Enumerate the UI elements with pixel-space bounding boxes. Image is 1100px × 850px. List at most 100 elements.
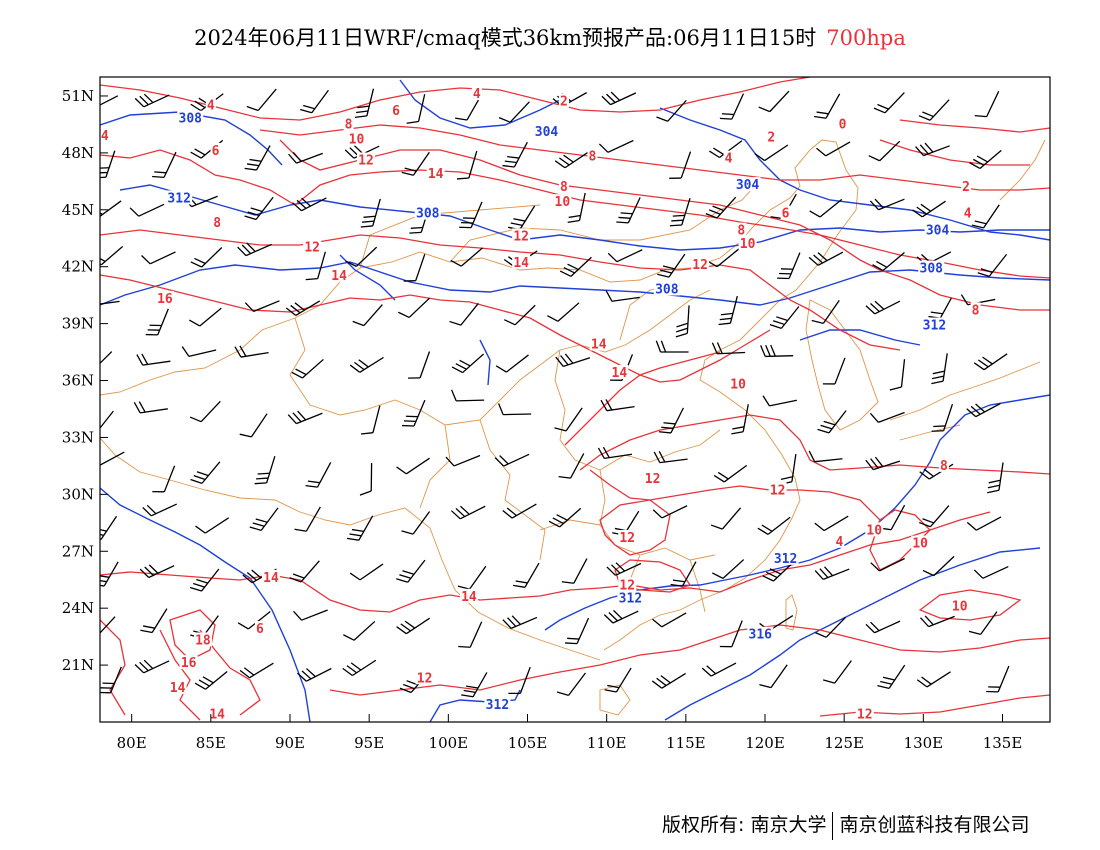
isotherm-label-bg	[834, 533, 845, 548]
isotherm-label-bg	[610, 364, 629, 379]
latitude-axis: 51N 48N 45N 42N 39N 36N 33N 30N 27N 24N 21N	[62, 87, 94, 674]
isotherm-label: 10	[349, 133, 365, 148]
isotherm-label-bg	[768, 482, 787, 497]
wind-barb-icon	[190, 461, 221, 485]
wind-barb-icon	[604, 667, 632, 693]
wind-barb-icon	[719, 620, 743, 648]
wind-barb-icon	[445, 454, 481, 467]
isotherm-label: 16	[157, 292, 173, 307]
wind-barb-icon	[449, 302, 479, 326]
wind-barb-icon	[237, 610, 271, 630]
isotherm-label-bg	[347, 131, 366, 146]
wind-barbs	[100, 88, 1010, 698]
wind-barb-icon	[249, 507, 279, 531]
credit-divider	[832, 811, 834, 840]
wind-barb-icon	[977, 254, 1008, 277]
map-title: 2024年06月11日WRF/cmaq模式36km预报产品:06月11日15时 7…	[0, 22, 1100, 52]
wind-barb-icon	[508, 666, 531, 695]
wind-barb-icon	[548, 507, 582, 528]
wind-barb-icon	[134, 659, 170, 674]
wind-barb-icon	[653, 451, 688, 464]
wind-barb-icon	[811, 299, 840, 325]
height-label-bg	[921, 317, 948, 332]
isotherm-label-bg	[643, 471, 662, 486]
wind-barb-icon	[294, 506, 321, 532]
wind-barb-icon	[145, 308, 169, 336]
wind-barb-icon	[966, 516, 1002, 531]
lon-label: 115E	[666, 734, 706, 752]
wind-barb-icon	[450, 247, 483, 267]
wind-barb-icon	[100, 451, 125, 466]
lat-label: 33N	[62, 428, 94, 446]
wind-barb-icon	[349, 563, 384, 581]
wind-barb-icon	[237, 242, 272, 257]
wind-barb-icon	[814, 616, 847, 638]
wind-barb-icon	[822, 357, 846, 385]
wind-barb-icon	[292, 197, 327, 212]
isotherm-label: 4	[207, 98, 215, 113]
wind-barb-icon	[398, 297, 430, 319]
wind-barb-icon	[869, 411, 905, 423]
isotherm-label-bg	[691, 256, 710, 271]
isotherm-label: 14	[209, 707, 225, 722]
height-label-bg	[653, 281, 680, 296]
wind-barb-icon	[986, 665, 1010, 693]
wind-barb-icon	[814, 566, 850, 580]
isotherm-label: 10	[730, 377, 746, 392]
wind-barb-icon	[495, 354, 529, 373]
copyright-credit: 版权所有: 南京大学 南京创蓝科技有限公司	[662, 810, 1029, 840]
wind-barb-icon	[968, 611, 998, 636]
isotherm-label-bg	[911, 535, 930, 550]
wind-barb-icon	[100, 351, 113, 365]
isotherm-label-bg	[459, 588, 478, 603]
wind-barb-icon	[246, 88, 277, 112]
wind-barb-icon	[456, 150, 478, 180]
isotherm-label: 12	[304, 241, 320, 256]
wind-barb-icon	[918, 99, 950, 121]
wind-barb-icon	[652, 505, 688, 519]
isotherm-label: 4	[473, 87, 481, 102]
wind-barb-icon	[349, 356, 384, 373]
isotherm-label-bg	[471, 86, 482, 101]
wind-barb-icon	[300, 89, 329, 114]
wind-barb-icon	[129, 203, 165, 217]
wind-barb-icon	[403, 253, 426, 282]
coastline-east	[603, 299, 801, 651]
wind-barb-icon	[503, 304, 536, 326]
isotherm-label-bg	[970, 302, 981, 317]
isotherm-label-bg	[391, 103, 402, 118]
wind-barb-icon	[762, 561, 795, 582]
isotherm-label: 14	[513, 256, 529, 271]
wind-barb-icon	[346, 515, 374, 541]
credit-company: 南京创蓝科技有限公司	[839, 814, 1030, 836]
wind-barb-icon	[189, 400, 221, 423]
wind-barb-icon	[865, 300, 901, 315]
isotherm-label-bg	[837, 116, 848, 131]
wind-barb-icon	[547, 302, 580, 322]
wind-barb-icon	[762, 395, 797, 407]
wind-barb-icon	[987, 462, 1004, 494]
isotherm-label-bg	[357, 152, 375, 167]
wind-barb-icon	[194, 671, 228, 690]
title-pressure-level: 700hpa	[826, 26, 906, 50]
lat-label: 21N	[62, 656, 94, 674]
wind-barb-icon	[289, 560, 320, 583]
wind-barb-icon	[969, 149, 1002, 170]
wind-barb-icon	[873, 92, 905, 114]
wind-barb-icon	[513, 562, 540, 588]
wind-barb-icon	[450, 505, 486, 520]
isotherm-label-bg	[168, 679, 187, 694]
isotherm-label-bg	[193, 632, 212, 647]
wind-barb-icon	[657, 253, 686, 278]
wind-barb-icon	[669, 198, 691, 227]
wind-barb-icon	[239, 413, 268, 438]
wind-barb-icon	[502, 615, 538, 629]
wind-barb-icon	[705, 196, 737, 219]
height-label-bg	[533, 124, 560, 139]
wind-barb-icon	[769, 306, 800, 329]
isotherm-label-bg	[589, 336, 608, 351]
isotherm-label: 4	[836, 535, 844, 550]
lat-label: 39N	[62, 315, 94, 333]
wind-barb-icon	[912, 200, 946, 218]
wind-barb-icon	[916, 671, 951, 688]
